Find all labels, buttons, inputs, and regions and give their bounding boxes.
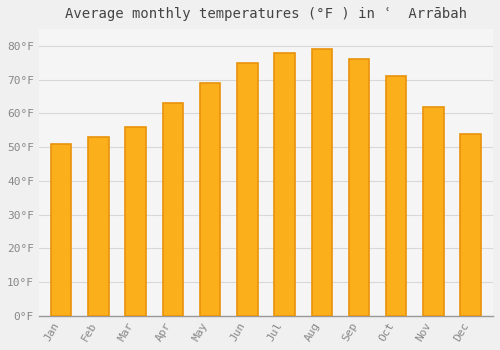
Bar — [274, 52, 295, 316]
Bar — [162, 103, 183, 316]
Bar — [386, 76, 406, 316]
Bar — [349, 60, 370, 316]
Bar — [423, 107, 444, 316]
Bar — [460, 134, 481, 316]
Bar — [88, 137, 108, 316]
Bar — [126, 127, 146, 316]
Bar — [237, 63, 258, 316]
Bar — [312, 49, 332, 316]
Bar — [51, 144, 72, 316]
Bar — [200, 83, 220, 316]
Title: Average monthly temperatures (°F ) in ʿ  Arrābah: Average monthly temperatures (°F ) in ʿ … — [65, 7, 467, 21]
